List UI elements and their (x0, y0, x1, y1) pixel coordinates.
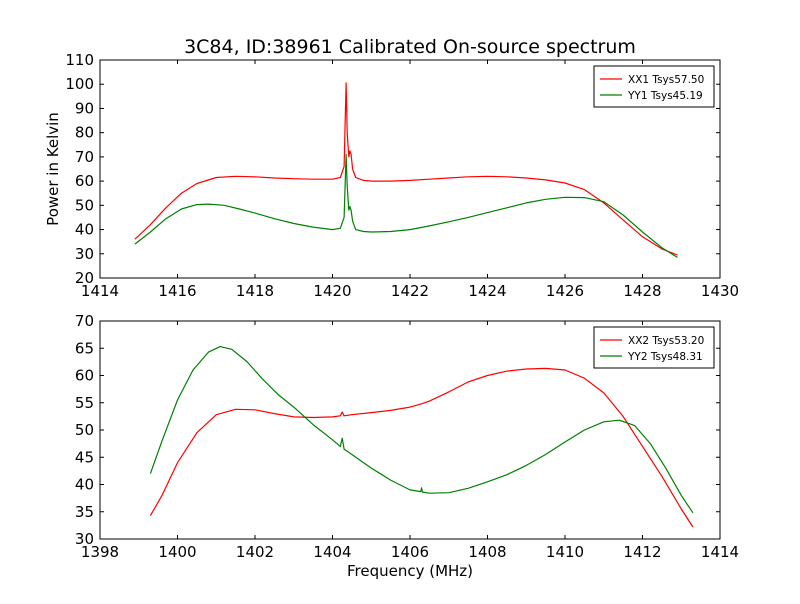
y-tick-label: 80 (75, 124, 94, 142)
x-tick-label: 1414 (701, 543, 739, 561)
x-tick-label: 1420 (313, 282, 351, 300)
x-tick-label: 1426 (546, 282, 584, 300)
legend-label: XX2 Tsys53.20 (628, 335, 704, 347)
bottom-panel: 1398 1400 1402 1404 1406 1408 1410 1412 1414 30 35… (75, 312, 739, 561)
y-tick-label: 30 (75, 245, 94, 263)
y-tick-label: 35 (75, 503, 94, 521)
x-tick-label: 1400 (158, 543, 196, 561)
legend-label: YY2 Tsys48.31 (627, 351, 703, 363)
y-tick-label: 50 (75, 196, 94, 214)
legend (593, 65, 715, 108)
x-tick-label: 1398 (81, 543, 119, 561)
x-tick-label: 1416 (158, 282, 196, 300)
x-axis-label: Frequency (MHz) (347, 562, 473, 580)
y-axis-label: Power in Kelvin (44, 112, 62, 226)
y-tick-label: 30 (75, 530, 94, 548)
series-line-xx1 (134, 82, 678, 256)
x-tick-label: 1430 (701, 282, 739, 300)
y-tick-label: 100 (65, 75, 94, 93)
legend-label: XX1 Tsys57.50 (628, 74, 704, 86)
x-tick-label: 1402 (236, 543, 274, 561)
x-tick-label: 1406 (391, 543, 429, 561)
legend (593, 326, 715, 369)
x-tick-label: 1414 (81, 282, 119, 300)
x-tick-label: 1408 (468, 543, 506, 561)
x-tick-label: 1412 (623, 543, 661, 561)
figure-title: 3C84, ID:38961 Calibrated On-source spec… (184, 36, 636, 58)
x-tick-label: 1410 (546, 543, 584, 561)
x-tick-label: 1424 (468, 282, 506, 300)
y-tick-label: 110 (65, 51, 94, 69)
x-tick-label: 1428 (623, 282, 661, 300)
y-tick-label: 65 (75, 339, 94, 357)
y-tick-label: 55 (75, 394, 94, 412)
y-tick-label: 60 (75, 172, 94, 190)
y-tick-label: 90 (75, 99, 94, 117)
y-tick-label: 70 (75, 148, 94, 166)
y-tick-label: 70 (75, 312, 94, 330)
legend-label: YY1 Tsys45.19 (627, 90, 703, 102)
series-line-yy1 (134, 153, 678, 258)
series-line-yy2 (149, 346, 694, 514)
y-tick-label: 45 (75, 448, 94, 466)
x-tick-label: 1422 (391, 282, 429, 300)
y-tick-label: 40 (75, 476, 94, 494)
y-tick-label: 60 (75, 367, 94, 385)
x-tick-label: 1404 (313, 543, 351, 561)
y-tick-label: 40 (75, 221, 94, 239)
top-panel: 1414 1416 1418 1420 1422 1424 1426 1428 1430 20 30… (65, 51, 739, 300)
x-tick-label: 1418 (236, 282, 274, 300)
y-tick-label: 50 (75, 421, 94, 439)
series-line-xx2 (149, 367, 694, 528)
y-tick-label: 20 (75, 269, 94, 287)
